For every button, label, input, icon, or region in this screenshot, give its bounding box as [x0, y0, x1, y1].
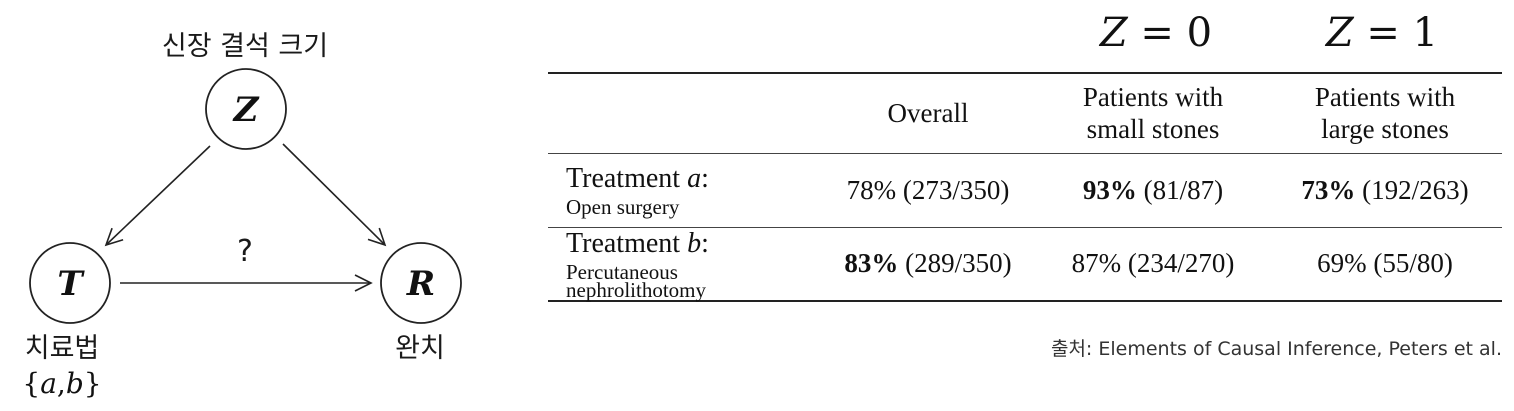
header-small-stones: Patients with small stones: [1082, 82, 1224, 145]
node-t: [29, 242, 111, 324]
node-r: [380, 242, 462, 324]
t-caption: 치료법: [25, 333, 100, 364]
z1-heading: Z = 1: [1325, 10, 1439, 56]
z0-heading: Z = 0: [1099, 10, 1213, 56]
header-empty: [548, 73, 818, 153]
header-large-stones: Patients with large stones: [1314, 82, 1456, 145]
r-caption: 완치: [395, 333, 445, 364]
z-caption: 신장 결석 크기: [162, 31, 328, 62]
table-row-treatment-a: Treatment a: Open surgery 78% (273/350) …: [548, 153, 1502, 227]
t-domain: {a,b}: [22, 367, 101, 400]
cell-b-small: 87% (234/270): [1071, 248, 1235, 279]
cell-b-overall: 83% (289/350): [844, 248, 1012, 279]
source-citation: 출처: Elements of Causal Inference, Peters…: [1050, 338, 1502, 360]
causal-dag: 신장 결석 크기 Z T R ? 치료법 {a,b} 완치: [22, 31, 462, 400]
table-row-treatment-b: Treatment b: Percutaneous nephrolithotomy…: [548, 227, 1502, 301]
edge-question-mark: ?: [237, 234, 253, 269]
header-overall: Overall: [887, 98, 969, 129]
node-t-label: T: [57, 264, 85, 304]
edge-z-to-r: [282, 143, 387, 247]
edge-z-to-t: [104, 145, 211, 247]
row-label-a: Treatment a: Open surgery: [566, 163, 709, 219]
table-header-row: Overall Patients with small stones Patien…: [548, 73, 1502, 153]
cell-b-large: 69% (55/80): [1317, 248, 1453, 279]
row-label-b: Treatment b: Percutaneous nephrolithotomy: [566, 227, 709, 302]
cell-a-small: 93% (81/87): [1082, 174, 1224, 205]
cell-a-overall: 78% (273/350): [846, 174, 1010, 205]
kidney-stone-table: Overall Patients with small stones Patien…: [548, 72, 1502, 302]
node-r-label: R: [406, 264, 435, 304]
cell-a-large: 73% (192/263): [1301, 174, 1469, 205]
node-z: [205, 68, 287, 150]
node-z-label: Z: [232, 90, 260, 130]
